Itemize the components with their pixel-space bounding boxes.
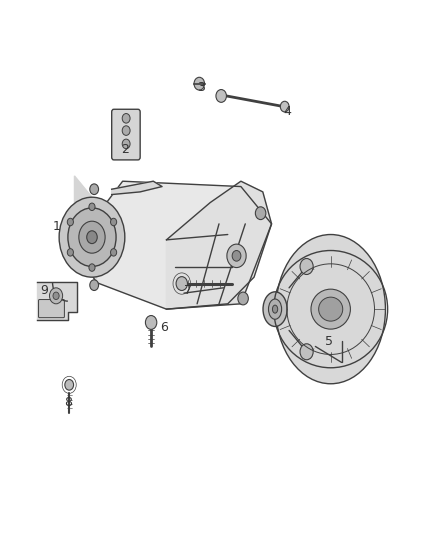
Circle shape: [255, 207, 266, 220]
Circle shape: [67, 248, 74, 256]
Text: 4: 4: [283, 106, 291, 118]
Circle shape: [87, 231, 97, 244]
Circle shape: [216, 90, 226, 102]
Circle shape: [122, 114, 130, 123]
Circle shape: [59, 197, 125, 277]
Circle shape: [122, 126, 130, 135]
Polygon shape: [166, 181, 272, 309]
Circle shape: [89, 203, 95, 211]
Text: 3: 3: [198, 82, 205, 94]
Circle shape: [194, 77, 205, 90]
Polygon shape: [74, 176, 96, 282]
Text: 1: 1: [53, 220, 61, 233]
Circle shape: [89, 264, 95, 271]
Circle shape: [79, 221, 105, 253]
Circle shape: [280, 101, 289, 112]
Text: 2: 2: [121, 143, 129, 156]
Circle shape: [232, 251, 241, 261]
Ellipse shape: [272, 305, 278, 313]
Circle shape: [300, 259, 313, 274]
Circle shape: [67, 219, 74, 226]
Polygon shape: [112, 181, 162, 195]
Circle shape: [110, 219, 117, 226]
Circle shape: [90, 280, 99, 290]
Ellipse shape: [268, 299, 282, 319]
Polygon shape: [37, 282, 77, 320]
Ellipse shape: [311, 289, 350, 329]
Circle shape: [110, 249, 117, 256]
FancyBboxPatch shape: [112, 109, 140, 160]
Text: 8: 8: [64, 396, 72, 409]
Circle shape: [65, 379, 74, 390]
Circle shape: [238, 292, 248, 305]
Circle shape: [49, 288, 63, 304]
Circle shape: [90, 184, 99, 195]
Text: 6: 6: [160, 321, 168, 334]
Circle shape: [176, 277, 187, 290]
Circle shape: [145, 316, 157, 329]
Circle shape: [68, 208, 116, 266]
Text: 9: 9: [40, 284, 48, 297]
Circle shape: [122, 139, 130, 149]
Circle shape: [227, 244, 246, 268]
Text: 7: 7: [184, 284, 192, 297]
Ellipse shape: [263, 292, 287, 326]
Text: 5: 5: [325, 335, 332, 348]
Polygon shape: [74, 181, 272, 309]
Circle shape: [300, 344, 313, 360]
FancyBboxPatch shape: [39, 300, 64, 318]
Circle shape: [53, 292, 59, 300]
Ellipse shape: [276, 235, 385, 384]
Ellipse shape: [318, 297, 343, 321]
